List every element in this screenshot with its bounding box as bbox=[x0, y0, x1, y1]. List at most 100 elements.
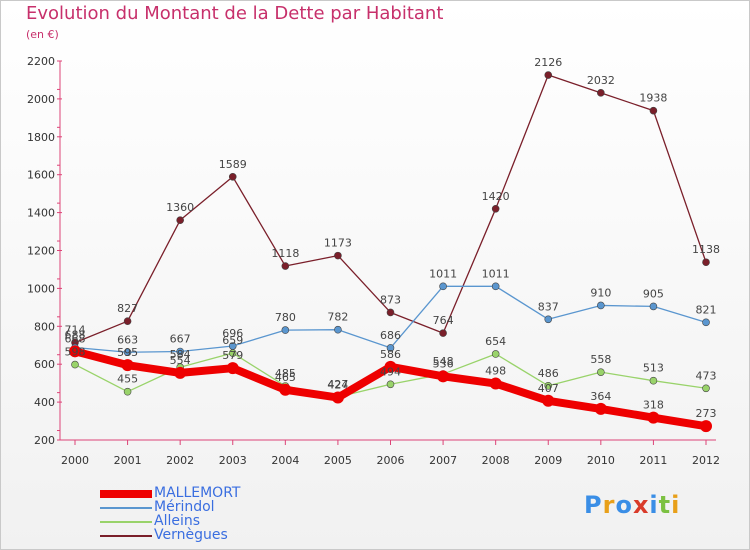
data-point bbox=[702, 258, 710, 267]
data-point bbox=[597, 368, 605, 376]
data-point bbox=[226, 362, 239, 375]
data-label: 424 bbox=[327, 379, 348, 392]
y-tick-label: 200 bbox=[34, 434, 55, 447]
data-label: 1173 bbox=[324, 237, 352, 250]
data-point bbox=[123, 317, 132, 325]
y-tick-label: 1800 bbox=[27, 131, 55, 144]
data-label: 659 bbox=[222, 334, 243, 347]
data-label: 1118 bbox=[271, 247, 299, 260]
x-tick-label: 2012 bbox=[692, 454, 720, 467]
data-label: 837 bbox=[538, 300, 559, 313]
data-point bbox=[281, 326, 290, 334]
y-tick-label: 2200 bbox=[27, 55, 55, 68]
data-label: 1420 bbox=[482, 190, 510, 203]
data-label: 579 bbox=[222, 349, 243, 362]
data-label: 473 bbox=[696, 369, 717, 382]
y-tick-label: 1400 bbox=[27, 207, 55, 220]
data-point bbox=[176, 347, 184, 356]
data-point bbox=[544, 315, 553, 324]
legend-label: Vernègues bbox=[154, 527, 228, 543]
data-label: 686 bbox=[380, 329, 401, 342]
data-label: 273 bbox=[696, 407, 717, 420]
data-label: 554 bbox=[170, 354, 191, 367]
legend-label: Mérindol bbox=[154, 499, 215, 515]
data-point bbox=[71, 360, 79, 369]
x-tick-label: 2007 bbox=[429, 454, 457, 467]
data-label: 696 bbox=[222, 327, 243, 340]
data-point bbox=[700, 420, 712, 433]
data-point bbox=[69, 345, 81, 358]
data-label: 821 bbox=[696, 303, 717, 316]
data-label: 364 bbox=[590, 390, 611, 403]
data-label: 548 bbox=[433, 355, 454, 368]
chart-title: Evolution du Montant de la Dette par Hab… bbox=[26, 3, 444, 24]
legend-label: MALLEMORT bbox=[154, 485, 241, 501]
data-point bbox=[702, 318, 710, 327]
y-tick-label: 2000 bbox=[27, 93, 55, 106]
data-point bbox=[334, 325, 342, 334]
data-label: 598 bbox=[65, 346, 86, 359]
x-tick-label: 2010 bbox=[587, 454, 615, 467]
data-label: 663 bbox=[117, 333, 138, 346]
y-tick-label: 800 bbox=[34, 320, 55, 333]
data-label: 1138 bbox=[692, 243, 720, 256]
x-tick-label: 2011 bbox=[639, 454, 667, 467]
x-tick-label: 2000 bbox=[61, 454, 89, 467]
data-point bbox=[123, 348, 132, 357]
data-point bbox=[491, 350, 500, 358]
data-label: 2126 bbox=[534, 56, 562, 69]
data-point bbox=[597, 89, 605, 97]
x-tick-label: 2009 bbox=[534, 454, 562, 467]
data-label: 688 bbox=[65, 329, 86, 342]
data-point bbox=[542, 394, 555, 407]
data-point bbox=[647, 411, 660, 424]
data-point bbox=[491, 282, 500, 291]
data-point bbox=[489, 377, 502, 390]
x-tick-label: 2004 bbox=[271, 454, 299, 467]
data-label: 780 bbox=[275, 311, 296, 324]
data-label: 1360 bbox=[166, 201, 194, 214]
data-label: 1011 bbox=[429, 267, 457, 280]
y-tick-label: 1000 bbox=[27, 282, 55, 295]
data-point bbox=[437, 370, 450, 383]
data-point bbox=[544, 382, 553, 390]
data-label: 485 bbox=[275, 367, 296, 380]
x-tick-label: 2006 bbox=[377, 454, 405, 467]
data-label: 536 bbox=[433, 357, 454, 370]
data-label: 2032 bbox=[587, 74, 615, 87]
data-point bbox=[331, 391, 344, 404]
data-point bbox=[386, 344, 395, 352]
data-point bbox=[649, 376, 658, 385]
data-point bbox=[597, 301, 605, 310]
data-point bbox=[121, 359, 134, 372]
data-label: 455 bbox=[117, 373, 138, 386]
data-label: 1011 bbox=[482, 267, 510, 280]
data-point bbox=[228, 172, 237, 181]
data-label: 318 bbox=[643, 399, 664, 412]
data-point bbox=[386, 308, 395, 317]
data-point bbox=[176, 216, 184, 224]
data-point bbox=[123, 387, 132, 396]
data-point bbox=[491, 205, 500, 213]
data-label: 465 bbox=[275, 371, 296, 384]
data-label: 827 bbox=[117, 302, 138, 315]
data-label: 667 bbox=[170, 333, 191, 346]
data-label: 764 bbox=[433, 314, 454, 327]
data-label: 782 bbox=[327, 311, 348, 324]
data-point bbox=[439, 329, 447, 337]
data-label: 586 bbox=[380, 348, 401, 361]
data-point bbox=[386, 380, 395, 389]
data-label: 905 bbox=[643, 287, 664, 300]
data-label: 654 bbox=[485, 335, 506, 348]
x-tick-label: 2002 bbox=[166, 454, 194, 467]
data-label: 873 bbox=[380, 293, 401, 306]
y-tick-label: 400 bbox=[34, 396, 55, 409]
data-point bbox=[544, 71, 553, 79]
data-point bbox=[649, 302, 658, 311]
data-point bbox=[279, 383, 292, 396]
data-label: 498 bbox=[485, 365, 506, 378]
x-tick-label: 2008 bbox=[482, 454, 510, 467]
x-tick-label: 2005 bbox=[324, 454, 352, 467]
